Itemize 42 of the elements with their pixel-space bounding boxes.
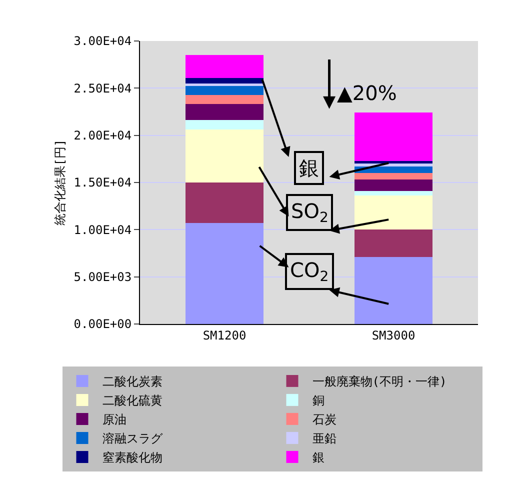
annotation: CO$_{2}$ [290,258,329,286]
bar [186,55,264,78]
bar [186,182,264,224]
bar [186,85,264,95]
annotation: ▲20% [337,81,397,105]
legend-label: 原油 [102,412,126,427]
y-tick-label: 1.00E+04 [74,222,132,237]
y-tick-label: 3.00E+04 [74,34,132,48]
legend-label: 銅 [312,394,324,408]
bar [186,83,264,86]
legend-label: 銀 [312,450,324,465]
x-tick-label: SM3000 [372,328,416,342]
bar [186,223,264,324]
bar [354,196,432,230]
y-axis-title: 統合化結果[円] [53,139,68,226]
bar [354,112,432,161]
bar [186,94,264,104]
bar [186,130,264,182]
legend-label: 二酸化炭素 [102,374,162,389]
annotation: 銀 [299,156,319,180]
y-tick-label: 5.00E+03 [74,270,132,284]
legend-label: 二酸化硫黄 [102,394,162,408]
bar [354,190,432,196]
legend-label: 溶融スラグ [102,432,164,446]
legend-label: 窒素酸化物 [102,450,162,465]
y-tick-label: 0.00E+00 [74,317,132,332]
bar [354,230,432,258]
bar [186,104,264,120]
y-tick-label: 2.00E+04 [74,128,132,143]
bar [354,173,432,180]
bar [354,257,432,324]
legend-label: 一般廃棄物(不明・一律) [312,374,447,389]
legend-label: 亜鉛 [312,432,336,446]
legend-label: 石炭 [312,412,336,427]
x-tick-label: SM1200 [202,328,246,342]
bar [354,180,432,191]
annotation: SO$_{2}$ [291,199,328,226]
bar [186,120,264,130]
y-tick-label: 1.50E+04 [74,176,132,190]
bar [186,78,264,84]
y-tick-label: 2.50E+04 [74,81,132,96]
bar [354,166,432,174]
